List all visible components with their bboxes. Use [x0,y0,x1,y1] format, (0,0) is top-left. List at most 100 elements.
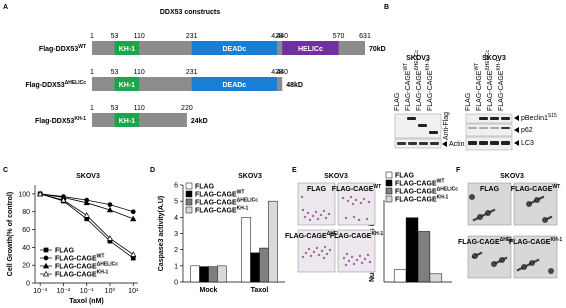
marker [130,215,137,222]
cell [358,254,362,258]
lane-label: FLAG-CAGEWT [474,63,483,111]
cell [308,218,312,222]
cell [314,210,318,214]
colony [475,253,479,257]
y-tick-label: 4 [174,215,178,222]
domain [114,113,140,127]
cell [317,253,321,257]
band [479,141,488,145]
domain-label: KH-1 [119,82,135,89]
image [337,229,376,273]
image-label-main: FLAG [480,186,500,193]
y-tick-label: 2 [174,247,178,254]
legend-label: FLAG-CAGEKH-1 [195,206,248,215]
domain-label: DEADc [222,46,246,53]
blot-cell: SKOV3 [406,55,430,62]
position: 440 [276,69,288,76]
marker [107,202,113,207]
cell [357,218,361,222]
legend-label-main: FLAG-CAGE [55,264,97,271]
marker [43,255,49,261]
cell [350,255,354,259]
position: 570 [333,33,345,40]
cell [352,215,356,219]
band [501,141,510,145]
legend-swatch [385,179,393,187]
position: 53 [111,33,119,40]
lane-label-sup: KH-1 [496,59,502,71]
cell [344,263,348,267]
domain-label: KH-1 [119,118,135,125]
construct-name: Flag-DDX53ΔHELICc [25,80,86,89]
band [468,127,477,129]
position: 231 [186,69,198,76]
band [419,142,428,145]
cell [365,217,369,221]
cell [316,217,320,221]
cell [362,197,366,201]
blot [465,123,513,137]
domain-label: DEADc [222,82,246,89]
image-label-sup: KH-1 [371,231,383,237]
colony [492,208,496,212]
image-label-main: FLAG [307,186,327,193]
legend-swatch [185,190,193,198]
legend-label: FLAG-CAGEΔHELICc [395,187,458,196]
colony [479,251,483,255]
y-tick-label: 60 [22,227,30,234]
lane-label-sup: KH-1 [425,59,431,71]
y-tick-label: 6 [174,183,178,190]
marker-label: pBeclin1S15 [521,113,557,122]
legend-swatch [185,206,193,214]
legend-label-main: FLAG [55,248,75,255]
colony [531,200,535,204]
colony [472,218,476,222]
lane-label-main: FLAG-CAGE [427,70,434,111]
x-axis-label: Taxol (nM) [69,298,103,305]
colony [490,209,494,213]
lane-label: FLAG-CAGEWT [403,63,412,111]
image-label: FLAG-CAGEKH-1 [509,237,562,246]
y-tick-label: 0 [174,280,178,287]
image-label-main: FLAG-CAGE [458,239,500,246]
bar [241,217,251,283]
image [467,182,512,226]
position: 53 [111,69,119,76]
band [490,117,499,120]
construct-name-sup: KH-1 [74,116,86,122]
cell [312,250,316,254]
blot-cell: SKOV3 [482,55,506,62]
y-tick-label: 100 [18,191,30,198]
arrow [514,140,519,146]
y-tick-label: 80 [22,209,30,216]
legend-label-sup: KH-1 [437,195,449,201]
legend-label: FLAG-CAGEΔHELICc [195,198,258,207]
marker-label-main: pBeclin1 [521,115,548,122]
y-tick-label: 0 [26,281,30,288]
colony [477,252,481,256]
legend-swatch [385,195,393,203]
legend-swatch [385,187,393,195]
cell [352,262,356,266]
x-tick-label: 10⁰ [105,287,116,295]
lane-label: FLAG-CAGEKH-1 [496,59,505,111]
marker-label-main: p62 [521,127,533,134]
y-tick-label: 20 [22,263,30,270]
lane-label-sup: WT [403,63,409,71]
colony [516,268,520,272]
position: 1 [90,33,94,40]
lane-label: FLAG-CAGEKH-1 [425,59,434,111]
y-axis-label: Cell Growth(% of control) [7,192,14,276]
band [397,142,406,145]
antibody: Anti-Flag [443,112,450,140]
position: 231 [186,33,198,40]
size: 48kD [286,82,303,89]
cell [360,261,364,265]
colony [547,216,551,220]
domain [191,77,278,91]
position: 110 [134,33,145,40]
legend-swatch [185,198,193,206]
bar [429,273,443,283]
x-tick-label: Taxol [251,287,269,294]
band [479,127,488,129]
